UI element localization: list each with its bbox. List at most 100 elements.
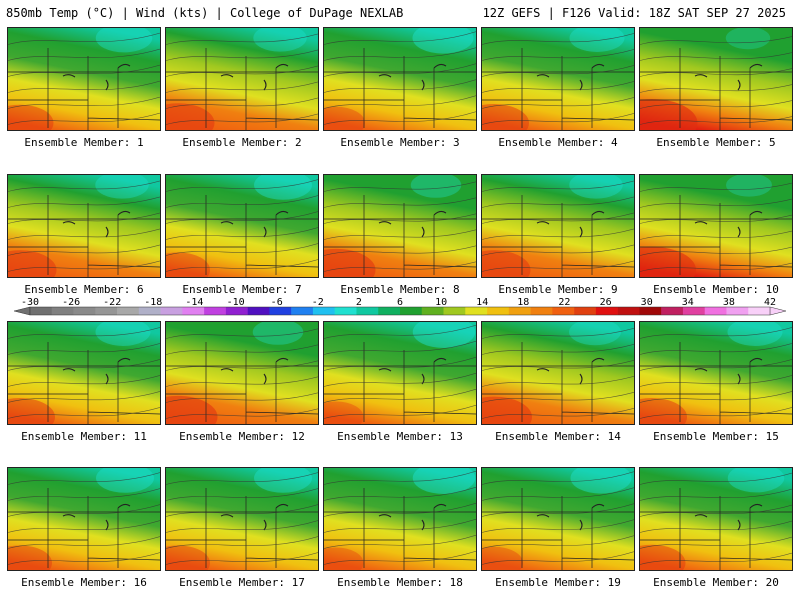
state-boundaries [482, 48, 634, 130]
cool-air-region [96, 468, 154, 493]
warm-air-region [8, 398, 55, 424]
colorbar-tick-label: 6 [397, 297, 403, 308]
height-contours [324, 181, 476, 272]
warm-air-region [482, 104, 529, 130]
member-label-20: Ensemble Member: 20 [653, 576, 779, 589]
state-boundaries [166, 488, 318, 570]
colorbar-segment [552, 307, 575, 315]
colorbar-tick-label: -6 [271, 297, 283, 308]
member-map-17 [165, 467, 319, 571]
warm-air-region [640, 99, 698, 130]
state-boundaries [640, 488, 792, 570]
member-label-6: Ensemble Member: 6 [24, 283, 144, 296]
colorbar-tick-label: 22 [558, 297, 570, 308]
member-label-9: Ensemble Member: 9 [498, 283, 618, 296]
member-map-12 [165, 321, 319, 425]
cool-air-region [253, 28, 307, 52]
colorbar-segment [356, 307, 379, 315]
colorbar-tick-label: -30 [21, 297, 39, 308]
height-contours [8, 32, 160, 125]
cool-air-region [410, 175, 462, 198]
colorbar-segment [95, 307, 118, 315]
member-map-10 [639, 174, 793, 278]
colorbar-segment [443, 307, 466, 315]
colorbar-segment [661, 307, 684, 315]
member-label-18: Ensemble Member: 18 [337, 576, 463, 589]
height-contours [324, 31, 476, 125]
member-map-1 [7, 27, 161, 131]
state-boundaries [640, 48, 792, 130]
colorbar-segment [400, 307, 423, 315]
temperature-field [8, 468, 160, 570]
height-contours [8, 180, 160, 272]
warm-air-region [166, 103, 215, 130]
temperature-field [482, 468, 634, 570]
temperature-field [166, 175, 318, 277]
height-contours [482, 33, 634, 125]
warm-air-region [324, 401, 364, 424]
height-contours [166, 179, 318, 272]
height-contours [8, 327, 160, 419]
state-boundaries [8, 48, 160, 130]
state-boundaries [640, 195, 792, 277]
member-label-8: Ensemble Member: 8 [340, 283, 460, 296]
colorbar-segment [225, 307, 248, 315]
member-map-16 [7, 467, 161, 571]
temperature-field [324, 28, 476, 130]
colorbar-outline [29, 306, 771, 316]
height-contours [640, 36, 792, 125]
member-map-2 [165, 27, 319, 131]
cool-air-region [254, 175, 312, 200]
member-label-12: Ensemble Member: 12 [179, 430, 305, 443]
colorbar-segment [595, 307, 618, 315]
state-boundaries [482, 342, 634, 424]
member-label-17: Ensemble Member: 17 [179, 576, 305, 589]
height-contours [482, 180, 634, 272]
warm-air-region [482, 250, 531, 277]
colorbar-segment [73, 307, 96, 315]
state-boundaries [324, 195, 476, 277]
colorbar-tick-label: 38 [723, 297, 735, 308]
colorbar-tick-label: 10 [435, 297, 447, 308]
member-map-20 [639, 467, 793, 571]
height-contours [640, 182, 792, 272]
colorbar-tick-label: 42 [764, 297, 776, 308]
colorbar-tick-label: -22 [103, 297, 121, 308]
height-contours [640, 327, 792, 419]
member-label-10: Ensemble Member: 10 [653, 283, 779, 296]
colorbar-segment [726, 307, 749, 315]
member-map-14 [481, 321, 635, 425]
colorbar-segment [30, 307, 53, 315]
warm-air-region [324, 106, 365, 130]
height-contours [166, 472, 318, 565]
colorbar-tick-label: 34 [682, 297, 694, 308]
member-label-2: Ensemble Member: 2 [182, 136, 302, 149]
state-boundaries [482, 195, 634, 277]
colorbar-segment [269, 307, 292, 315]
temperature-field [640, 468, 792, 570]
state-boundaries [8, 342, 160, 424]
colorbar-tick-label: 2 [356, 297, 362, 308]
member-label-19: Ensemble Member: 19 [495, 576, 621, 589]
warm-air-region [482, 396, 532, 424]
warm-air-region [166, 545, 210, 570]
warm-air-region [166, 252, 210, 277]
cool-air-region [570, 468, 632, 494]
warm-air-region [166, 395, 218, 424]
colorbar-segment [334, 307, 357, 315]
height-contours [482, 327, 634, 419]
member-label-14: Ensemble Member: 14 [495, 430, 621, 443]
member-map-18 [323, 467, 477, 571]
cool-air-region [569, 322, 621, 346]
temperature-field [324, 468, 476, 570]
warm-air-region [324, 248, 376, 277]
colorbar-segment [530, 307, 553, 315]
member-label-5: Ensemble Member: 5 [656, 136, 776, 149]
member-map-6 [7, 174, 161, 278]
temperature-field [324, 322, 476, 424]
member-label-3: Ensemble Member: 3 [340, 136, 460, 149]
height-contours [166, 33, 318, 125]
member-map-11 [7, 321, 161, 425]
colorbar-segment [639, 307, 662, 315]
member-map-9 [481, 174, 635, 278]
